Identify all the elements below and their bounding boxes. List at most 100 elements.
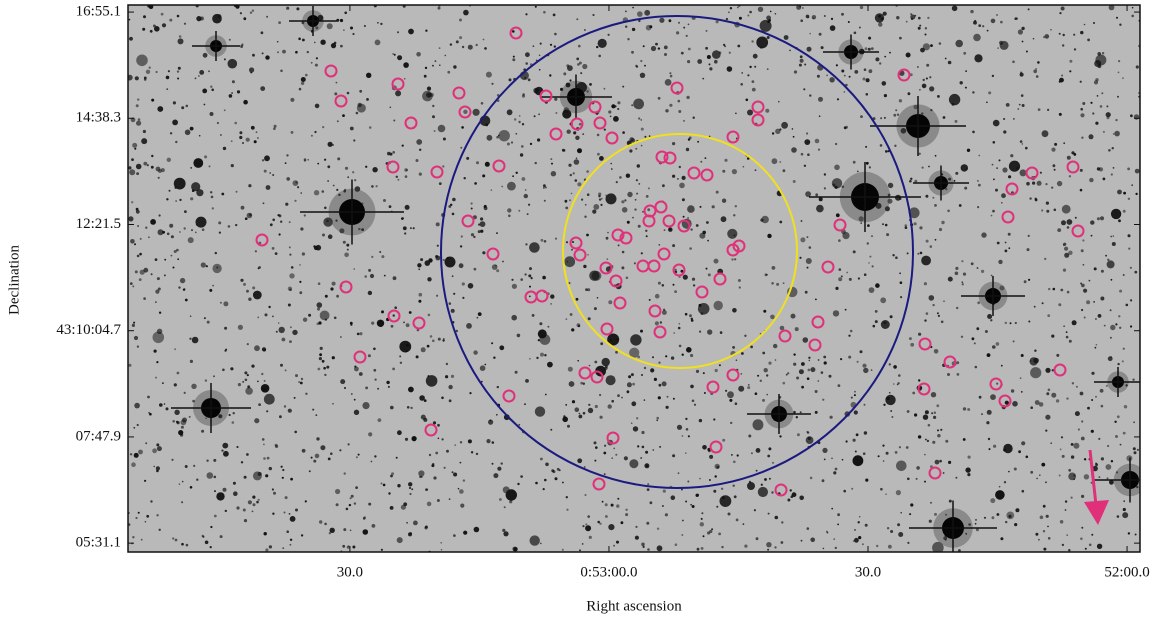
- star: [177, 15, 180, 18]
- star: [128, 166, 131, 169]
- star: [586, 170, 589, 173]
- star: [1080, 169, 1083, 172]
- star: [858, 536, 861, 539]
- star: [773, 344, 777, 348]
- star: [183, 289, 185, 291]
- star: [730, 7, 732, 9]
- star: [824, 459, 826, 461]
- star: [366, 73, 371, 78]
- star: [949, 500, 952, 503]
- star: [643, 546, 645, 548]
- star: [586, 234, 589, 237]
- star: [312, 409, 314, 411]
- star: [221, 193, 224, 196]
- star: [608, 524, 614, 530]
- star: [410, 407, 412, 409]
- star: [403, 322, 405, 324]
- star: [421, 347, 426, 352]
- star: [806, 258, 812, 264]
- star: [368, 503, 371, 506]
- star: [333, 185, 335, 187]
- star: [824, 15, 826, 17]
- star: [768, 447, 771, 450]
- star: [646, 522, 649, 525]
- star: [631, 104, 633, 106]
- star: [267, 457, 270, 460]
- star: [1039, 474, 1041, 476]
- star: [1045, 481, 1047, 483]
- star: [979, 396, 982, 399]
- star: [1094, 267, 1097, 270]
- star: [930, 502, 932, 504]
- star: [375, 379, 377, 381]
- star: [967, 408, 970, 411]
- star: [390, 153, 393, 156]
- star: [1095, 347, 1097, 349]
- star: [1128, 234, 1131, 237]
- star: [539, 69, 541, 71]
- star: [179, 231, 181, 233]
- star: [418, 300, 421, 303]
- star: [1111, 460, 1113, 462]
- star: [295, 181, 297, 183]
- star: [524, 403, 526, 405]
- star: [1001, 193, 1006, 198]
- star: [459, 263, 464, 268]
- star: [1008, 247, 1010, 249]
- star: [628, 375, 631, 378]
- star: [253, 291, 262, 300]
- star: [846, 440, 848, 442]
- star: [646, 235, 648, 237]
- star: [403, 226, 407, 230]
- star: [1080, 31, 1083, 34]
- star: [1135, 193, 1137, 195]
- star: [929, 295, 935, 301]
- star: [925, 410, 929, 414]
- star: [264, 170, 267, 173]
- star: [1021, 391, 1023, 393]
- star: [741, 72, 743, 74]
- star: [1124, 405, 1127, 408]
- star: [706, 221, 709, 224]
- star: [755, 169, 757, 171]
- star: [997, 242, 1000, 245]
- star: [889, 52, 891, 54]
- star: [707, 55, 711, 59]
- star: [662, 284, 665, 287]
- star: [793, 363, 796, 366]
- star: [325, 295, 328, 298]
- star: [761, 484, 763, 486]
- star: [774, 546, 776, 548]
- star: [223, 488, 227, 492]
- star: [1021, 94, 1024, 97]
- star: [231, 140, 233, 142]
- star: [850, 330, 853, 333]
- star: [978, 184, 981, 187]
- star: [925, 195, 928, 198]
- star: [810, 477, 813, 480]
- star: [353, 268, 355, 270]
- star: [363, 516, 366, 519]
- star: [202, 536, 204, 538]
- star: [1021, 441, 1025, 445]
- star: [209, 289, 212, 292]
- star: [655, 43, 658, 46]
- star: [645, 230, 647, 232]
- star: [917, 66, 919, 68]
- star: [802, 7, 804, 9]
- star: [1066, 397, 1068, 399]
- star: [450, 43, 452, 45]
- star: [146, 70, 150, 74]
- star: [779, 128, 781, 130]
- star: [732, 169, 737, 174]
- star: [943, 472, 945, 474]
- star: [528, 274, 531, 277]
- star: [772, 462, 774, 464]
- star: [418, 268, 420, 270]
- star: [975, 519, 977, 521]
- star: [413, 521, 418, 526]
- star: [572, 400, 575, 403]
- star: [570, 174, 572, 176]
- star: [273, 492, 276, 495]
- star: [285, 162, 287, 164]
